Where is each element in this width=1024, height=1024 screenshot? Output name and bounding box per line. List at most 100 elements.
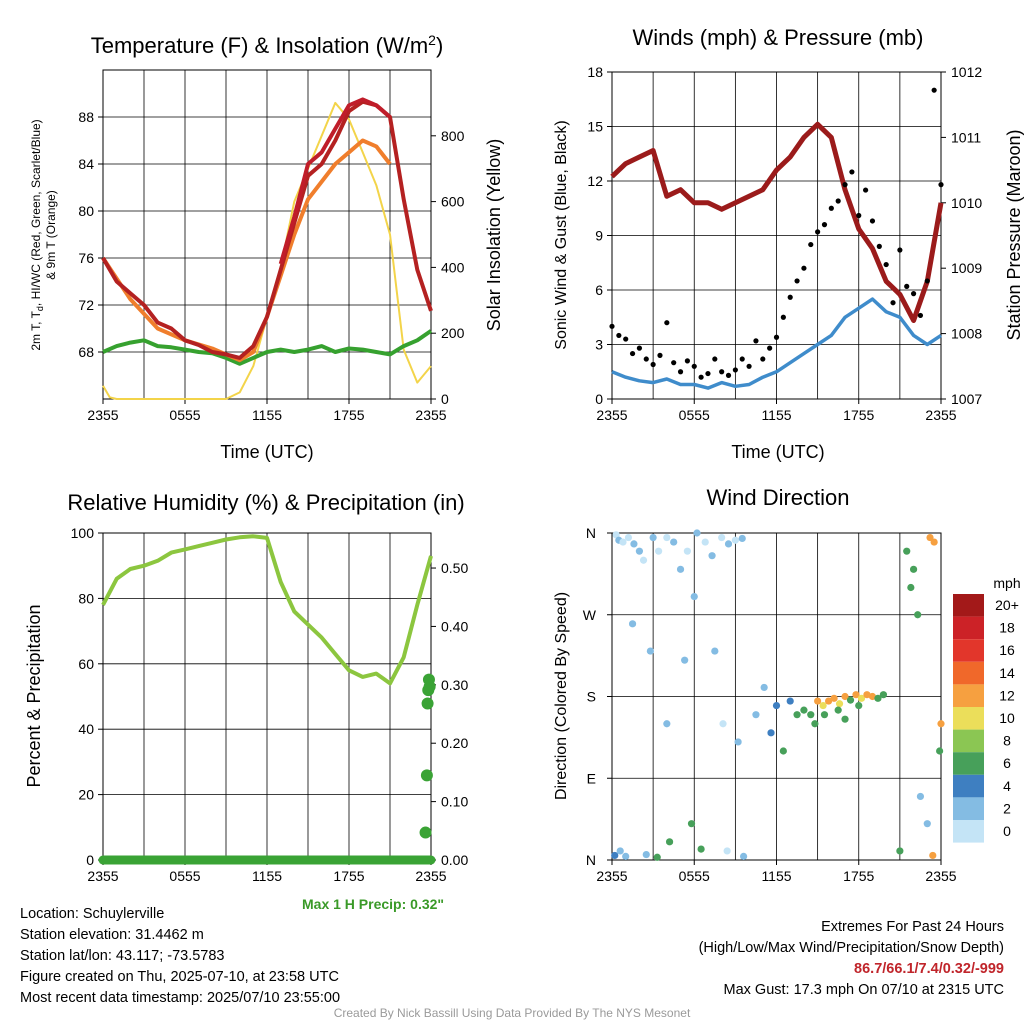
winds-y-tick-label: 15	[587, 119, 603, 135]
direction-point	[663, 720, 671, 728]
winds-y-axis-label: Sonic Wind & Gust (Blue, Black)	[553, 120, 570, 349]
series-heat_index-line	[278, 97, 392, 265]
humidity-y-tick-label: 20	[78, 787, 94, 803]
temperature-y-tick-label: 80	[78, 203, 94, 219]
direction-point	[814, 697, 822, 705]
legend-title: mph	[993, 575, 1020, 591]
legend-label: 14	[999, 665, 1015, 681]
gust-point	[705, 370, 711, 377]
gust-point	[691, 363, 697, 369]
precip-point	[420, 769, 433, 782]
legend-swatch	[953, 639, 984, 662]
direction-point	[923, 820, 931, 828]
gust-point	[842, 182, 848, 188]
direction-point	[724, 540, 733, 548]
humidity-chart-title: Relative Humidity (%) & Precipitation (i…	[67, 490, 464, 515]
humidity-y-tick-label: 80	[78, 590, 94, 606]
series-pressure-line	[610, 121, 944, 323]
precip-point	[421, 697, 434, 710]
station-location: Location: Schuylerville	[20, 906, 165, 922]
direction-point	[734, 738, 742, 746]
gust-point	[938, 182, 944, 188]
legend-swatch	[953, 752, 984, 775]
legend-label: 16	[999, 642, 1015, 658]
direction-point	[830, 694, 838, 702]
direction-point	[642, 850, 650, 859]
legend-swatch	[953, 797, 984, 820]
direction-point	[731, 536, 739, 544]
temperature-x-tick-label: 1155	[252, 407, 282, 423]
temperature-y-axis-label-2: & 9m T (Orange)	[44, 190, 58, 280]
direction-point	[868, 692, 877, 701]
gust-point	[739, 356, 745, 362]
credit-line: Created By Nick Bassill Using Data Provi…	[333, 1006, 691, 1020]
direction-point	[800, 706, 808, 714]
direction-point	[937, 720, 945, 728]
gust-point	[883, 261, 889, 268]
winds-y-tick-label: 3	[595, 337, 603, 353]
winds-y2-tick-label: 1009	[951, 260, 982, 276]
gust-point	[794, 278, 800, 284]
direction-point	[907, 583, 915, 592]
max-precip-note: Max 1 H Precip: 0.32"	[302, 896, 445, 912]
direction-point	[779, 747, 787, 755]
direction-y-tick-label: E	[587, 770, 596, 786]
extremes-values: 86.7/66.1/7.4/0.32/-999	[854, 961, 1004, 977]
direction-point	[767, 729, 775, 737]
direction-point	[718, 533, 726, 542]
humidity-y-tick-label: 40	[78, 721, 94, 737]
gust-point	[616, 332, 622, 339]
gust-point	[876, 243, 882, 249]
precip-point	[423, 680, 436, 693]
gust-point	[897, 247, 903, 253]
humidity-y2-tick-label: 0.20	[441, 735, 468, 751]
gust-point	[780, 314, 786, 320]
legend-label: 2	[1003, 800, 1011, 816]
temperature-y2-tick-label: 0	[441, 391, 449, 407]
direction-point	[916, 792, 925, 801]
winds-y2-tick-label: 1012	[951, 64, 982, 80]
temperature-y2-tick-label: 800	[441, 128, 465, 144]
temperature-y-tick-label: 76	[78, 250, 94, 266]
direction-point	[635, 547, 644, 555]
series-temp_9m-line	[101, 138, 392, 363]
humidity-y2-tick-label: 0.40	[441, 618, 468, 634]
temperature-y-axis-label: 2m T, Td, HI/WC (Red, Green, Scarlet/Blu…	[29, 119, 45, 350]
gust-point	[904, 283, 910, 289]
temperature-y-tick-label: 88	[78, 109, 94, 125]
winds-x-tick-label: 1755	[843, 407, 874, 423]
winds-y-tick-label: 6	[595, 282, 603, 298]
gust-point	[815, 229, 821, 235]
direction-point	[857, 694, 866, 702]
extremes-subtitle: (High/Low/Max Wind/Precipitation/Snow De…	[698, 940, 1004, 956]
temperature-y2-tick-label: 600	[441, 194, 465, 210]
direction-y-tick-label: S	[587, 689, 596, 705]
direction-point	[612, 531, 620, 539]
humidity-y-axis-label: Percent & Precipitation	[24, 604, 44, 787]
gust-point	[760, 356, 766, 362]
gust-point	[609, 323, 615, 329]
gust-point	[650, 361, 656, 368]
gust-point	[712, 356, 718, 362]
gust-point	[828, 205, 834, 211]
direction-point	[914, 611, 922, 619]
temperature-x-axis-label: Time (UTC)	[220, 442, 313, 462]
direction-point	[852, 691, 860, 699]
direction-point	[738, 534, 746, 543]
legend-label: 10	[999, 710, 1015, 726]
direction-point	[863, 691, 871, 699]
legend-swatch	[953, 594, 984, 617]
legend-label: 8	[1003, 733, 1011, 749]
direction-point	[616, 847, 624, 855]
legend-label: 0	[1003, 823, 1011, 839]
direction-point	[655, 547, 663, 555]
gust-point	[746, 363, 752, 369]
series-wind-line	[611, 297, 942, 390]
direction-point	[670, 538, 678, 546]
gust-point	[753, 338, 759, 344]
direction-point	[807, 711, 815, 719]
direction-point	[624, 533, 633, 542]
direction-x-tick-label: 2355	[596, 868, 627, 884]
winds-y-tick-label: 12	[587, 173, 603, 189]
direction-point	[740, 852, 748, 860]
